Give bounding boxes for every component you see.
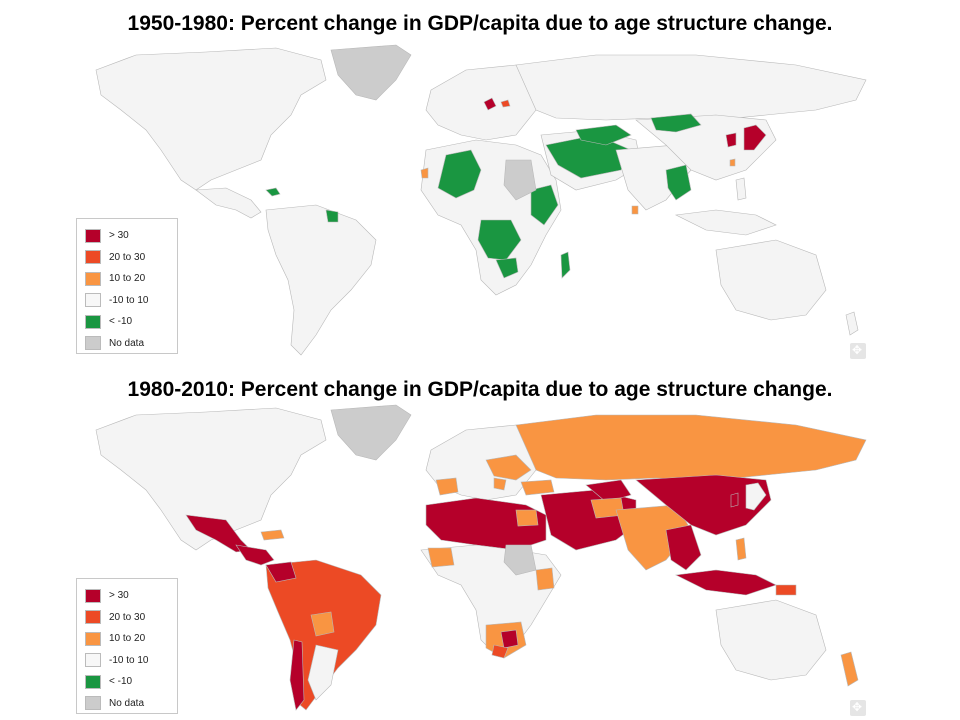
- legend-item-nodata: No data: [85, 333, 177, 355]
- legend-label: 20 to 30: [109, 611, 146, 623]
- indonesia: [674, 209, 777, 236]
- new-zealand: [845, 311, 859, 336]
- china-red: [635, 474, 772, 536]
- west-africa-orange: [420, 167, 429, 179]
- north-america: [95, 407, 327, 551]
- swatch-20-30: [85, 610, 101, 625]
- korea-red: [730, 492, 739, 508]
- philippines-orange: [735, 537, 747, 561]
- south-africa-red: [500, 629, 519, 649]
- turkey-orange: [520, 479, 555, 496]
- legend-label: 10 to 20: [109, 633, 146, 645]
- legend-item-10-20: 10 to 20: [85, 628, 177, 650]
- sudan-nodata: [503, 159, 537, 201]
- east-africa-orange: [535, 567, 555, 591]
- legend-label: No data: [109, 337, 145, 349]
- colombia-red: [265, 561, 297, 583]
- southeast-asia-red: [665, 524, 702, 571]
- russia-orange: [515, 414, 867, 481]
- swatch-neutral: [85, 653, 101, 668]
- europe-red: [483, 97, 497, 111]
- swatch-neutral: [85, 293, 101, 308]
- australia: [715, 239, 827, 321]
- australia: [715, 599, 827, 681]
- map-title-1950-1980: 1950-1980: Percent change in GDP/capita …: [127, 12, 833, 35]
- greenland: [330, 404, 412, 461]
- swatch-lt-m10: [85, 674, 101, 689]
- central-america: [195, 187, 262, 219]
- caribbean-orange: [260, 529, 285, 541]
- europe-orange-east: [485, 454, 532, 481]
- swatch-20-30: [85, 250, 101, 265]
- swatch-gt30: [85, 588, 101, 603]
- japan-red: [743, 124, 767, 151]
- swatch-lt-m10: [85, 314, 101, 329]
- iberia-orange: [435, 477, 459, 496]
- sudan-nodata: [503, 544, 537, 576]
- legend-label: 10 to 20: [109, 273, 146, 285]
- legend-item-lt-m10: < -10: [85, 671, 177, 693]
- legend-1980-2010: > 30 20 to 30 10 to 20 -10 to 10 < -10 N…: [76, 578, 178, 714]
- africa-green-south: [495, 257, 519, 279]
- greenland: [330, 44, 412, 101]
- west-africa-orange: [427, 547, 455, 568]
- balkans-orange: [493, 477, 507, 491]
- europe-orange: [500, 99, 511, 108]
- botswana-red: [491, 644, 509, 659]
- mongolia-green: [650, 113, 702, 133]
- legend-item-10-20: 10 to 20: [85, 268, 177, 290]
- legend-item-20-30: 20 to 30: [85, 247, 177, 269]
- legend-label: > 30: [109, 230, 129, 242]
- taiwan-orange: [729, 158, 736, 167]
- sri-lanka-orange: [631, 205, 639, 215]
- legend-item-neutral: -10 to 10: [85, 290, 177, 312]
- suriname-green: [325, 209, 339, 223]
- legend-item-gt30: > 30: [85, 585, 177, 607]
- swatch-nodata: [85, 336, 101, 351]
- legend-label: -10 to 10: [109, 654, 149, 666]
- swatch-gt30: [85, 228, 101, 243]
- central-america-green: [265, 187, 281, 197]
- southeast-asia-green: [665, 164, 692, 201]
- bolivia-orange: [310, 611, 335, 637]
- legend-label: < -10: [109, 676, 133, 688]
- south-america: [265, 204, 377, 356]
- legend-item-20-30: 20 to 30: [85, 607, 177, 629]
- legend-item-nodata: No data: [85, 693, 177, 715]
- japan-neutral: [745, 482, 767, 511]
- chile-red: [289, 639, 305, 711]
- world-map-1980-2010[interactable]: [76, 400, 876, 718]
- africa-green-west: [437, 149, 482, 199]
- legend-item-lt-m10: < -10: [85, 311, 177, 333]
- legend-label: -10 to 10: [109, 294, 149, 306]
- southern-cone-neutral: [307, 644, 339, 701]
- legend-item-neutral: -10 to 10: [85, 650, 177, 672]
- swatch-nodata: [85, 696, 101, 711]
- world-map-1950-1980[interactable]: [76, 40, 876, 360]
- legend-label: 20 to 30: [109, 251, 146, 263]
- egypt-orange: [515, 509, 539, 527]
- africa-green-east: [530, 184, 559, 226]
- legend-label: < -10: [109, 316, 133, 328]
- swatch-10-20: [85, 271, 101, 286]
- map-zoom-icon[interactable]: [850, 343, 866, 359]
- new-zealand-orange: [840, 651, 859, 687]
- swatch-10-20: [85, 631, 101, 646]
- madagascar-green: [560, 251, 571, 279]
- korea-red: [725, 132, 737, 148]
- philippines: [735, 177, 747, 201]
- map-title-1980-2010: 1980-2010: Percent change in GDP/capita …: [127, 378, 833, 401]
- legend-1950-1980: > 30 20 to 30 10 to 20 -10 to 10 < -10 N…: [76, 218, 178, 354]
- png-red: [775, 584, 797, 596]
- central-america-red: [235, 544, 275, 566]
- map-zoom-icon[interactable]: [850, 700, 866, 716]
- indonesia-red: [674, 569, 777, 596]
- legend-item-gt30: > 30: [85, 225, 177, 247]
- legend-label: > 30: [109, 590, 129, 602]
- north-america: [95, 47, 327, 191]
- legend-label: No data: [109, 697, 145, 709]
- central-asia-green: [575, 124, 632, 146]
- central-asia-red: [585, 479, 632, 503]
- russia: [515, 54, 867, 121]
